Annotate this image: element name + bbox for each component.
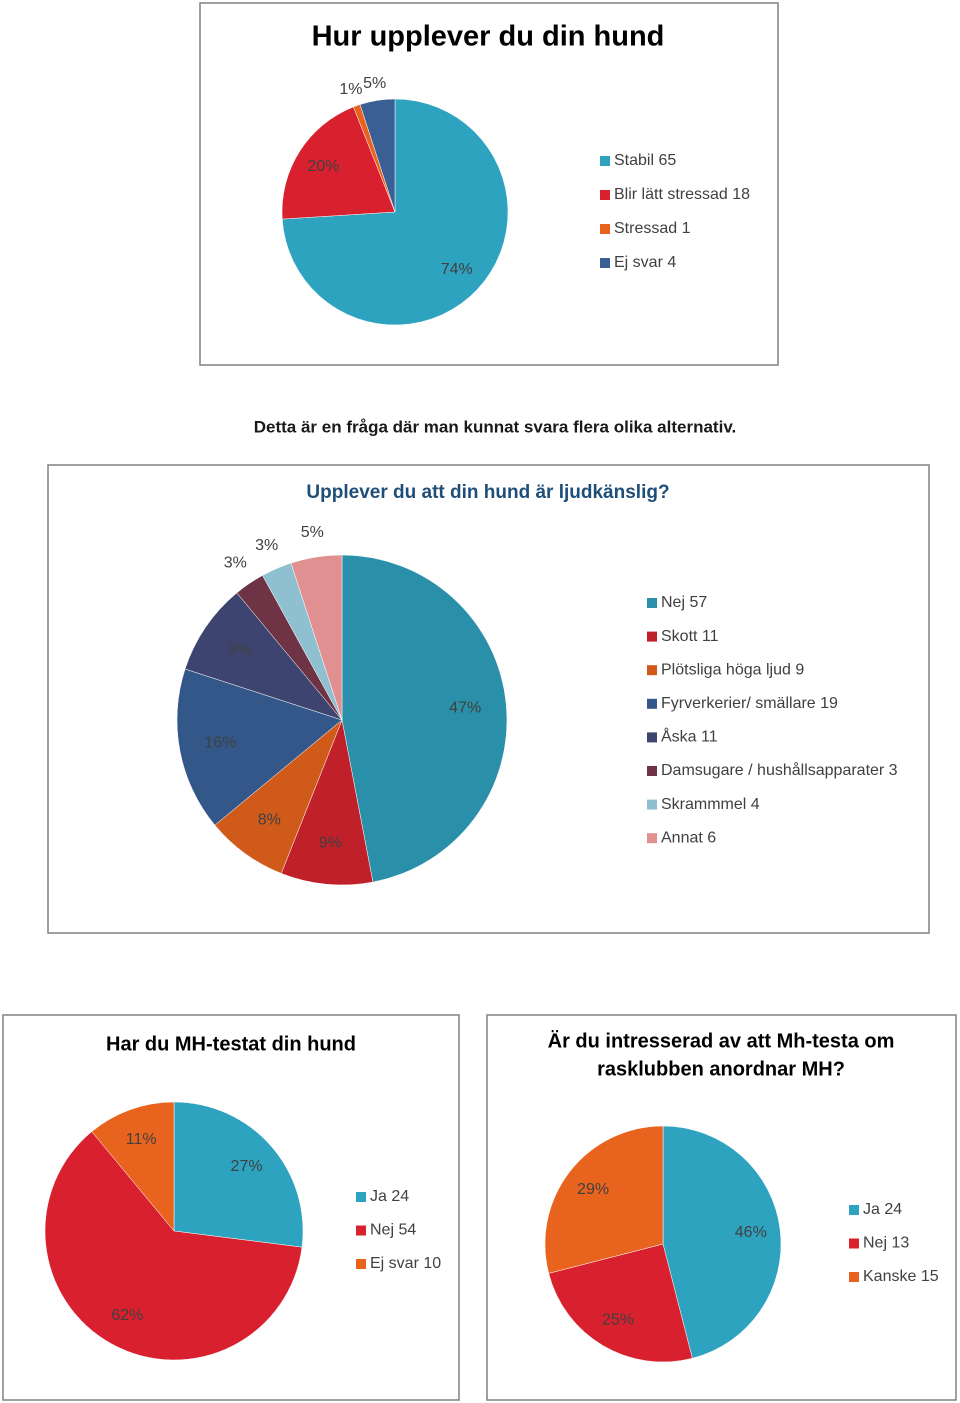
pie-slice [44, 1131, 303, 1361]
pie-slice [662, 1125, 782, 1359]
chart-title: Upplever du att din hund är ljudkänslig? [306, 482, 669, 503]
legend-label: Kanske 15 [863, 1268, 939, 1285]
legend-label: Ja 24 [863, 1201, 902, 1218]
legend-swatch [647, 766, 657, 776]
legend-label: Nej 13 [863, 1235, 909, 1252]
pie-slice [290, 554, 343, 721]
legend-label: Fyrverkerier/ smällare 19 [661, 695, 838, 712]
legend-swatch [356, 1259, 366, 1269]
pie-slice [176, 668, 343, 826]
data-label: 3% [255, 537, 278, 554]
data-label: 5% [301, 524, 324, 541]
legend-swatch [647, 598, 657, 608]
legend-swatch [356, 1225, 366, 1236]
pie-slice [281, 106, 396, 220]
legend-swatch [647, 732, 657, 743]
chart-title: Är du intresserad av att Mh-testa om [548, 1029, 895, 1052]
legend-label: Ej svar 4 [614, 254, 676, 271]
chart-title: rasklubben anordnar MH? [597, 1058, 845, 1080]
data-label: 8% [258, 811, 281, 828]
legend-swatch [356, 1192, 366, 1202]
pie-slice [173, 1101, 304, 1248]
pie-slice [548, 1243, 693, 1363]
legend-swatch [647, 631, 657, 642]
legend-label: Ja 24 [370, 1188, 409, 1205]
legend-label: Nej 57 [661, 594, 707, 611]
data-label: 27% [231, 1158, 263, 1175]
legend-swatch [647, 799, 657, 810]
legend-label: Blir lätt stressad 18 [614, 186, 750, 203]
legend-label: Ej svar 10 [370, 1255, 441, 1272]
data-label: 29% [577, 1181, 609, 1198]
legend-label: Damsugare / hushållsapparater 3 [661, 761, 898, 779]
legend-label: Plötsliga höga ljud 9 [661, 661, 804, 678]
pie-slice [91, 1101, 175, 1232]
data-label: 9% [228, 642, 251, 659]
legend-swatch [647, 665, 657, 676]
legend-swatch [849, 1272, 859, 1282]
legend-label: Skott 11 [661, 628, 719, 645]
pie-slice [544, 1125, 664, 1274]
legend-swatch [600, 156, 610, 166]
legend-swatch [849, 1238, 859, 1249]
chart-title: Har du MH-testat din hund [106, 1033, 356, 1055]
data-label: 46% [735, 1224, 767, 1241]
legend-label: Åska 11 [661, 727, 718, 746]
data-label: 20% [307, 158, 339, 175]
legend-label: Stabil 65 [614, 152, 676, 169]
legend-swatch [849, 1205, 859, 1215]
data-label: 9% [319, 834, 342, 851]
legend-swatch [600, 224, 610, 234]
legend-label: Skrammmel 4 [661, 796, 760, 813]
pie-slice [280, 719, 374, 886]
data-label: 47% [449, 700, 481, 717]
legend-label: Nej 54 [370, 1222, 416, 1239]
data-label: 16% [204, 734, 236, 751]
legend-swatch [647, 833, 657, 844]
data-label: 62% [111, 1307, 143, 1324]
pie-slice [359, 98, 396, 213]
legend-swatch [600, 258, 610, 268]
data-label: 3% [224, 554, 247, 571]
pie-slice [184, 592, 343, 721]
data-label: 11% [126, 1131, 157, 1148]
legend-label: Stressad 1 [614, 220, 691, 237]
legend-swatch [647, 698, 657, 709]
legend-label: Annat 6 [661, 829, 716, 846]
legend-swatch [600, 190, 610, 200]
pie-slice [341, 554, 508, 883]
data-label: 1% [339, 81, 362, 98]
data-label: 5% [363, 75, 386, 92]
chart-title: Hur upplever du din hund [312, 21, 665, 53]
caption: Detta är en fråga där man kunnat svara f… [254, 417, 736, 436]
data-label: 25% [602, 1311, 634, 1328]
data-label: 74% [441, 261, 473, 278]
